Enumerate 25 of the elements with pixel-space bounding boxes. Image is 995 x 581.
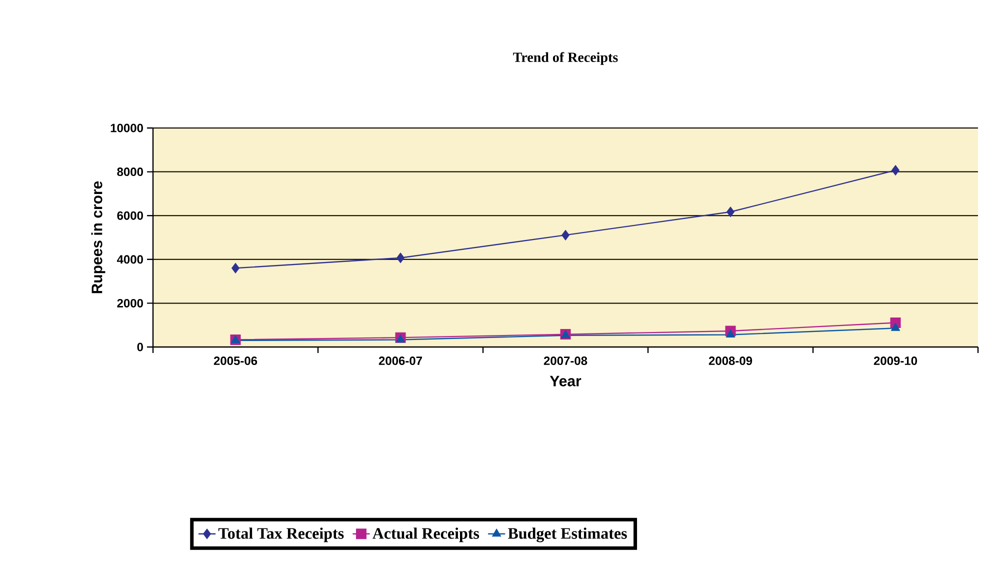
point bbox=[726, 206, 735, 218]
legend-label: Actual Receipts bbox=[372, 528, 480, 542]
y-tick-label: 2000 bbox=[117, 298, 143, 308]
y-axis-title: Rupees in crore bbox=[91, 181, 106, 294]
y-tick-label: 8000 bbox=[117, 168, 143, 176]
point bbox=[232, 262, 240, 274]
x-tick-label: 2008-09 bbox=[708, 356, 752, 366]
point bbox=[726, 329, 736, 338]
point bbox=[562, 230, 570, 240]
point bbox=[396, 252, 405, 264]
y-tick-label: 10000 bbox=[110, 124, 143, 132]
x-tick-label: 2007-08 bbox=[544, 356, 588, 366]
x-tick-label: 2006-07 bbox=[378, 356, 422, 366]
legend-label: Budget Estimates bbox=[508, 528, 627, 542]
point bbox=[892, 165, 900, 176]
y-tick-label: 4000 bbox=[116, 255, 143, 264]
point bbox=[396, 334, 406, 343]
x-tick-label: 2009-10 bbox=[874, 356, 918, 366]
y-tick-label: 6000 bbox=[117, 211, 143, 220]
x-axis-title: Year bbox=[550, 376, 582, 386]
x-tick-label: 2005-06 bbox=[214, 356, 258, 366]
y-tick-label: 0 bbox=[137, 342, 143, 352]
chart-title: Trend of Receipts bbox=[513, 52, 618, 65]
legend-label: Total Tax Receipts bbox=[218, 528, 344, 542]
point bbox=[890, 322, 900, 331]
